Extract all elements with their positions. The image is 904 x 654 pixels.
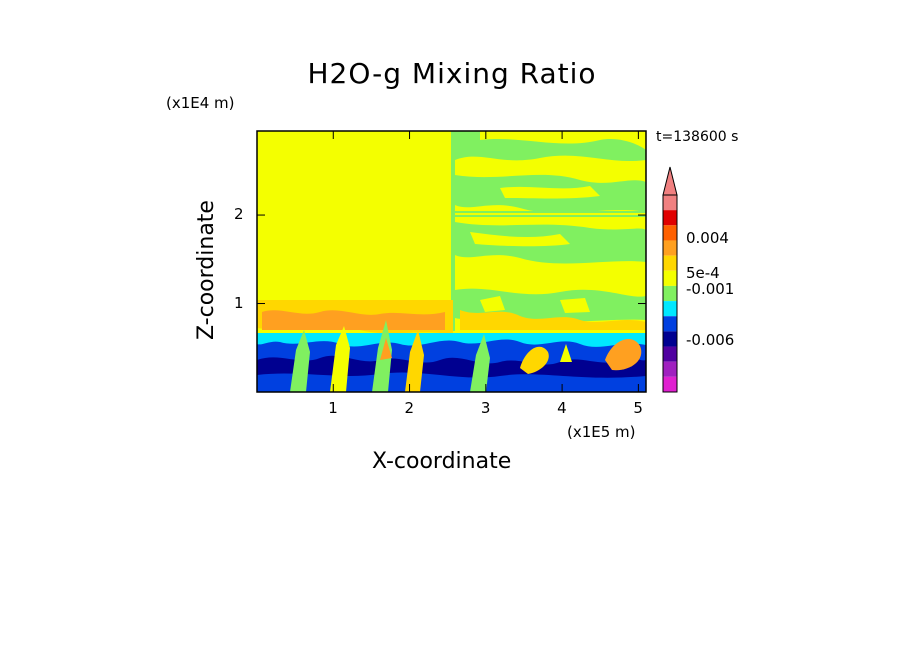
colorbar-label: 5e-4: [686, 264, 720, 282]
x-tick-label: 5: [633, 399, 643, 417]
colorbar-segment: [663, 285, 677, 302]
y-axis-unit: (x1E4 m): [166, 94, 235, 112]
colorbar-segment: [663, 316, 677, 332]
left-uniform-layer: [257, 131, 453, 306]
colorbar-segment: [663, 210, 677, 226]
colorbar-segment: [663, 346, 677, 362]
y-tick-label: 2: [234, 205, 244, 224]
colorbar-segment: [663, 361, 677, 377]
colorbar-frame: [662, 194, 678, 393]
axis-ticks: [257, 131, 646, 392]
x-tick-label: 3: [480, 399, 491, 417]
colorbar-segment: [663, 331, 677, 347]
colorbar-segment: [663, 270, 677, 286]
colorbar-label: 0.004: [686, 229, 729, 247]
colorbar-extend-arrow: [662, 166, 678, 196]
colorbar-segment: [663, 195, 677, 211]
y-tick-label: 1: [234, 293, 244, 312]
plot-frame: [256, 130, 647, 393]
x-tick-label: 4: [557, 399, 567, 417]
colorbar: [662, 166, 678, 393]
x-tick-label: 2: [404, 399, 415, 417]
x-axis-label: X-coordinate: [372, 449, 512, 474]
colorbar-segment: [663, 240, 677, 256]
colorbar-segment: [663, 225, 677, 241]
time-label: t=138600 s: [656, 129, 739, 145]
field-contours: [257, 131, 646, 392]
colorbar-segment: [663, 376, 677, 392]
colorbar-label: -0.006: [686, 331, 735, 349]
chart-title: H2O-g Mixing Ratio: [307, 57, 597, 90]
colorbar-segment: [663, 301, 677, 317]
x-tick-label: 1: [328, 399, 338, 417]
colorbar-segment: [663, 255, 677, 271]
x-axis-unit: (x1E5 m): [567, 423, 636, 441]
colorbar-label: -0.001: [686, 280, 735, 298]
